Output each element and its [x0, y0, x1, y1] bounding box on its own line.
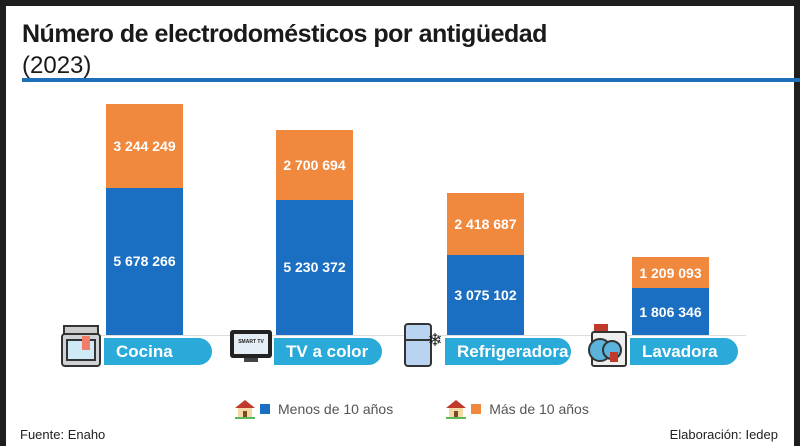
category-label-tv: TV a color [274, 338, 382, 365]
category-label-lavadora: Lavadora [630, 338, 738, 365]
title-rule [22, 78, 800, 82]
bar-segment-menos-10: 5 678 266 [106, 187, 183, 335]
chart-card: Número de electrodomésticos por antigüed… [6, 6, 800, 446]
bar-lavadora: 1 209 093 1 806 346 [632, 256, 709, 335]
category-label-cocina: Cocina [104, 338, 212, 365]
legend-swatch-mas [471, 404, 482, 414]
bar-segment-menos-10: 1 806 346 [632, 288, 709, 335]
svg-text:SMART TV: SMART TV [238, 339, 264, 345]
washing-machine-icon [584, 322, 630, 368]
bar-segment-mas-10: 3 244 249 [106, 104, 183, 188]
fridge-icon: ❄ [399, 322, 445, 368]
bar-segment-menos-10: 5 230 372 [276, 199, 353, 335]
category-label-refrigeradora: Refrigeradora [445, 338, 571, 365]
legend: Menos de 10 años Más de 10 años [234, 399, 589, 419]
house-icon [446, 400, 467, 419]
bar-cocina: 3 244 249 5 678 266 [106, 104, 183, 335]
source-note: Fuente: Enaho [20, 427, 106, 442]
credit-note: Elaboración: Iedep [669, 427, 778, 442]
chart-subtitle: (2023) [22, 52, 92, 79]
legend-label-menos: Menos de 10 años [278, 401, 394, 417]
legend-swatch-menos [260, 404, 270, 414]
bar-segment-mas-10: 1 209 093 [632, 256, 709, 289]
bar-segment-menos-10: 3 075 102 [447, 255, 524, 335]
bar-segment-mas-10: 2 418 687 [447, 192, 524, 256]
bar-segment-mas-10: 2 700 694 [276, 129, 353, 200]
stove-icon [58, 322, 104, 368]
bar-tv: 2 700 694 5 230 372 [276, 129, 353, 335]
svg-text:❄: ❄ [427, 330, 442, 350]
bar-refrigeradora: 2 418 687 3 075 102 [447, 192, 524, 335]
legend-label-mas: Más de 10 años [489, 401, 589, 417]
smart-tv-icon: SMART TV [228, 322, 274, 368]
house-icon [235, 400, 255, 419]
chart-title: Número de electrodomésticos por antigüed… [22, 20, 547, 48]
